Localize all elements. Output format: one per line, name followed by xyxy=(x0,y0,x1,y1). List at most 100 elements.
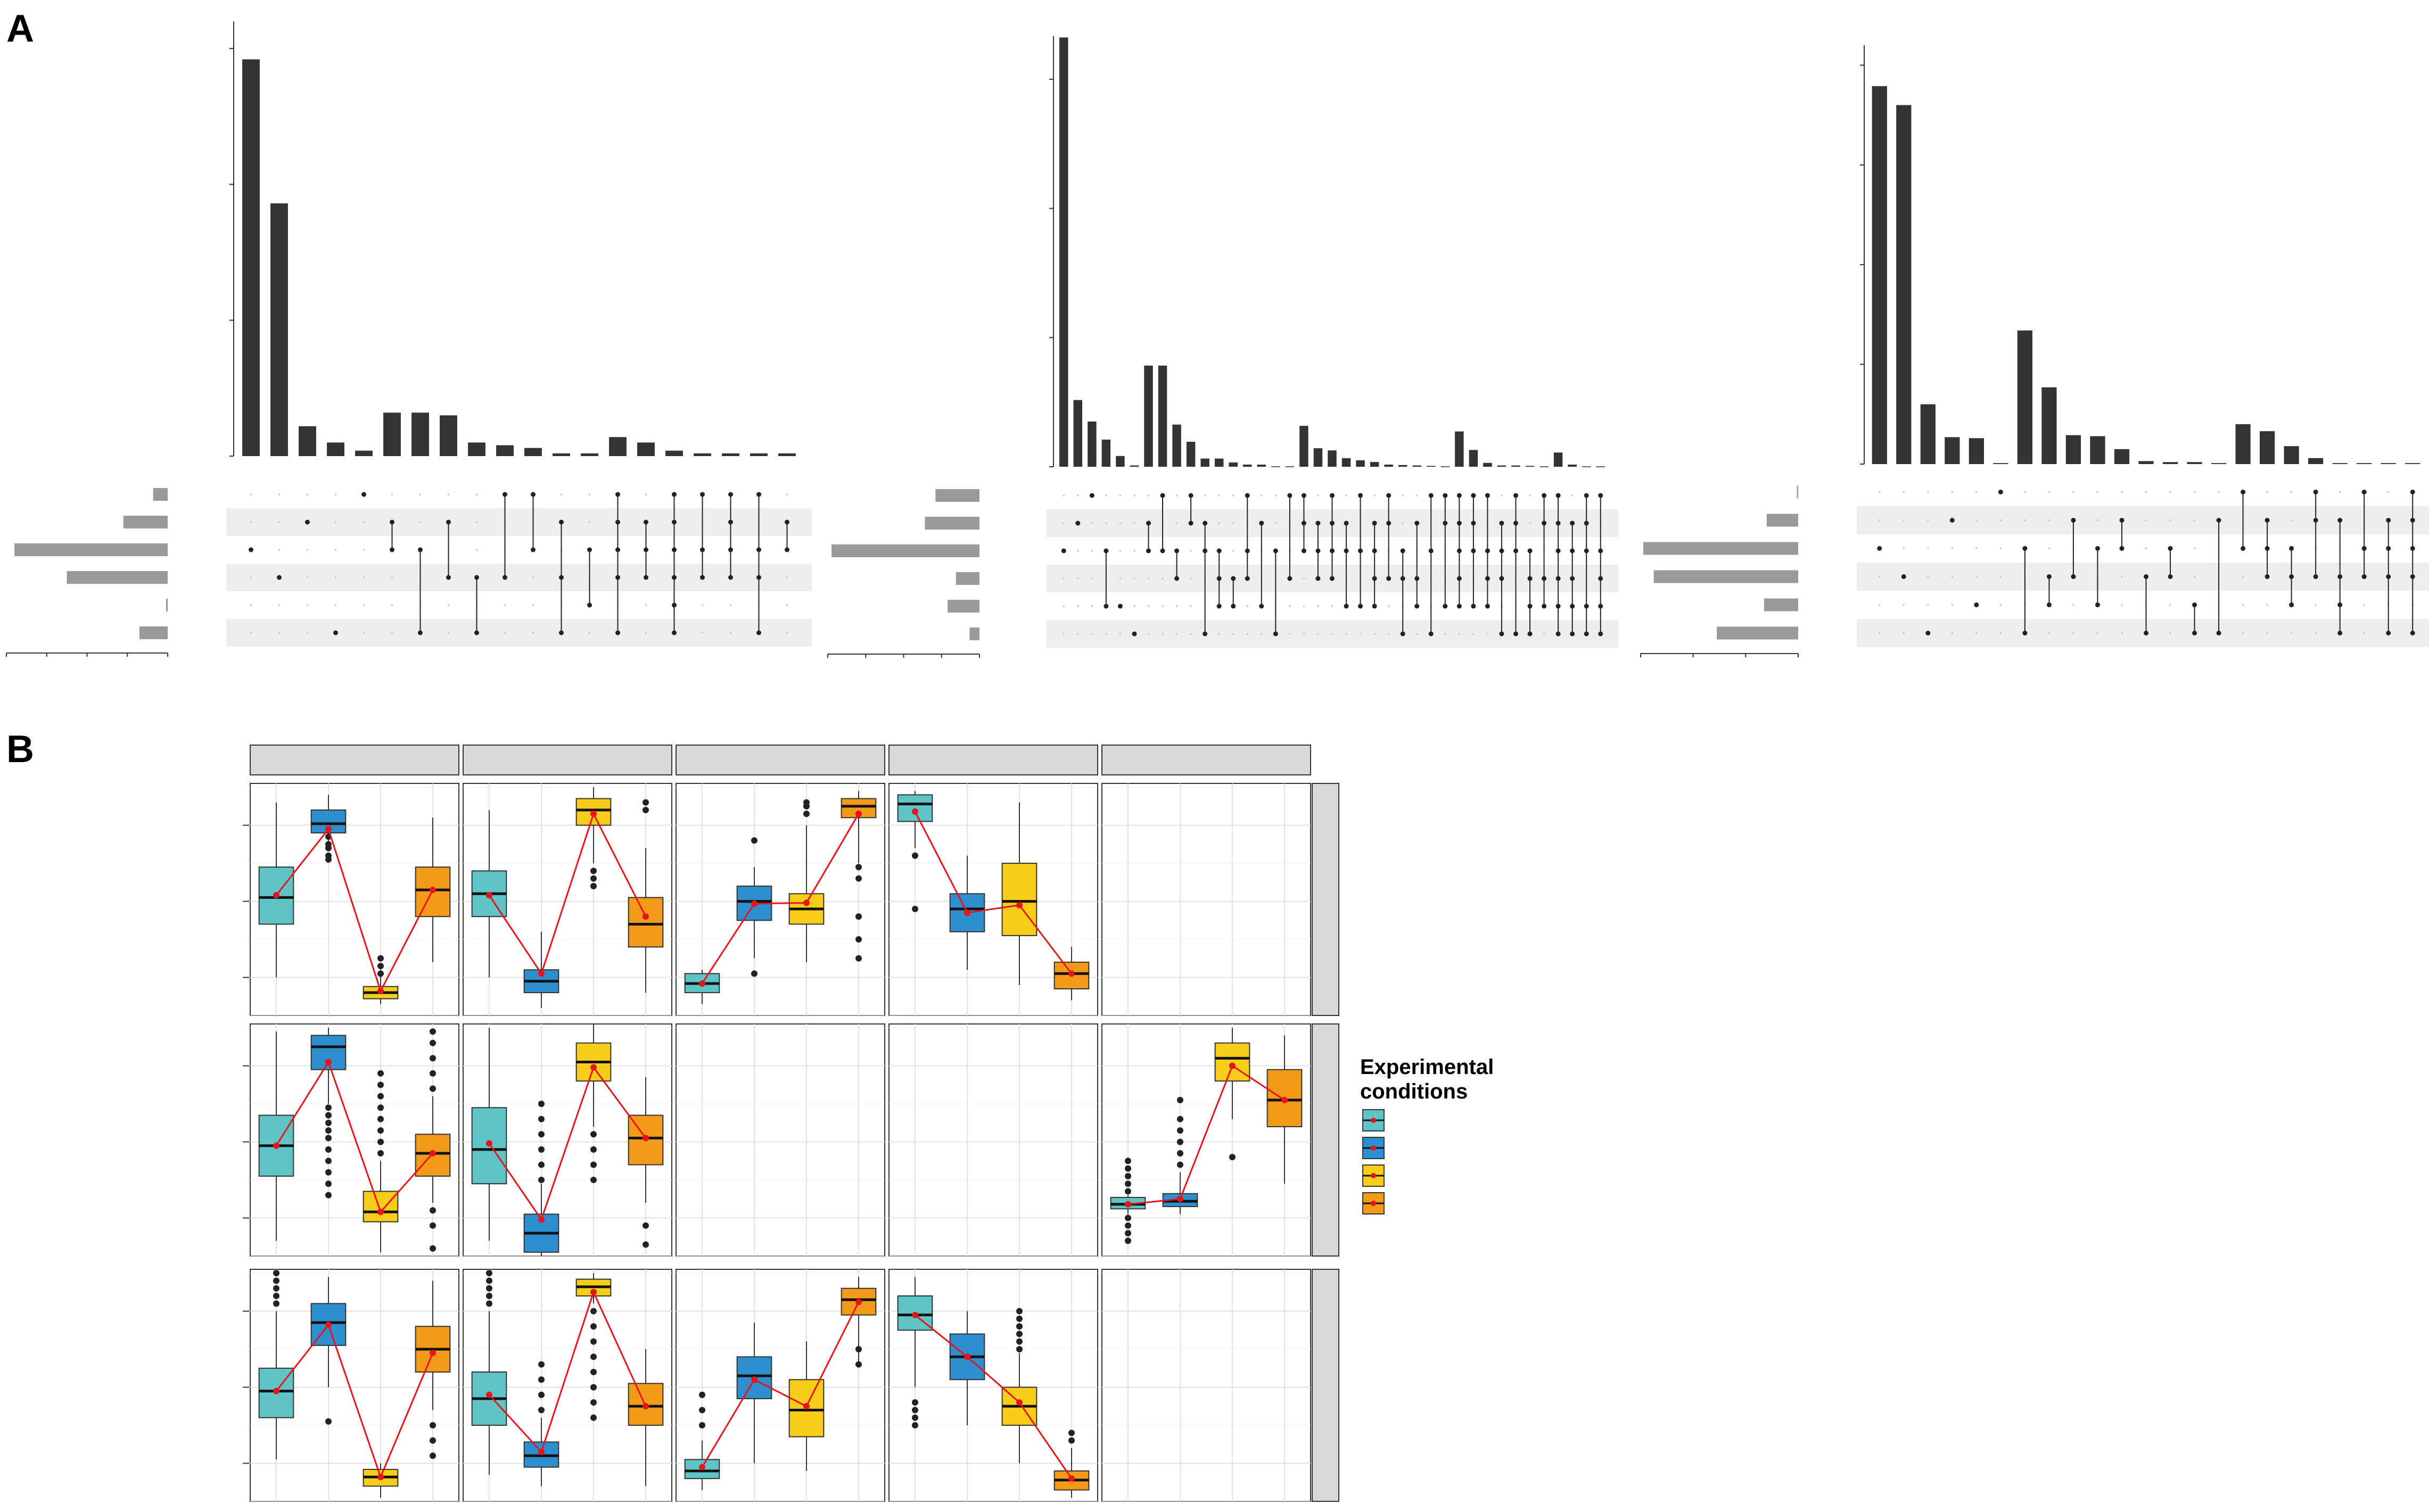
matrix-dot-inactive xyxy=(2048,632,2051,634)
matrix-dot-inactive xyxy=(532,576,534,579)
matrix-dot-inactive xyxy=(1077,577,1079,580)
box-outlier xyxy=(325,1146,332,1153)
matrix-dot-inactive xyxy=(1878,575,1881,578)
mean-point xyxy=(377,1209,384,1216)
matrix-dot-inactive xyxy=(1289,605,1291,607)
box-outlier xyxy=(538,1116,545,1122)
intersection-bar xyxy=(1271,466,1280,467)
matrix-dot-inactive xyxy=(2121,604,2123,606)
matrix-row-stripe xyxy=(226,619,812,647)
matrix-dot-inactive xyxy=(1147,494,1150,497)
intersection-bar xyxy=(524,448,542,456)
box-outlier xyxy=(325,1119,332,1126)
matrix-dot-inactive xyxy=(278,632,281,634)
matrix-dot-inactive xyxy=(1927,575,1929,578)
matrix-dot-active xyxy=(1061,548,1066,553)
matrix-dot-inactive xyxy=(1331,633,1333,635)
matrix-dot-inactive xyxy=(1091,605,1093,607)
matrix-dot-inactive xyxy=(1232,550,1234,552)
intersection-bar xyxy=(2065,435,2081,464)
matrix-row-stripe xyxy=(1857,563,2429,591)
matrix-dot-inactive xyxy=(1331,605,1333,607)
matrix-dot-inactive xyxy=(2096,519,2099,522)
matrix-dot-inactive xyxy=(2242,575,2244,578)
facet-panel xyxy=(676,1023,885,1257)
mean-trend-line xyxy=(488,1065,647,1221)
box-outlier xyxy=(377,1093,384,1100)
matrix-dot-inactive xyxy=(306,632,309,634)
box-outlier xyxy=(590,1368,597,1375)
matrix-dot-inactive xyxy=(2315,632,2317,634)
legend-title-line: conditions xyxy=(1360,1080,1468,1103)
matrix-dot-inactive xyxy=(1246,605,1249,607)
matrix-dot-inactive xyxy=(1147,605,1150,607)
matrix-dot-inactive xyxy=(1975,575,1978,578)
box-outlier xyxy=(1068,1437,1075,1444)
matrix-dot-inactive xyxy=(391,493,393,495)
matrix-dot-inactive xyxy=(504,604,506,606)
set-size-bar xyxy=(1653,570,1798,583)
matrix-dot-inactive xyxy=(391,576,393,579)
matrix-dot-active xyxy=(1089,493,1094,498)
intersection-bar xyxy=(1525,466,1535,467)
box-outlier xyxy=(1125,1188,1131,1195)
matrix-dot-inactive xyxy=(1063,522,1065,524)
mean-point xyxy=(273,1387,279,1394)
intersection-bar xyxy=(1341,458,1351,467)
box-outlier xyxy=(643,799,649,806)
matrix-dot-inactive xyxy=(1878,604,1881,606)
box-outlier xyxy=(273,1293,279,1300)
matrix-dot-inactive xyxy=(1975,519,1978,522)
matrix-dot-inactive xyxy=(419,493,422,495)
matrix-dot-inactive xyxy=(2290,632,2293,634)
mean-point xyxy=(486,892,492,899)
intersection-bar xyxy=(1285,466,1295,467)
box-outlier xyxy=(325,1104,332,1111)
mean-point xyxy=(643,1135,649,1142)
facet-column-strip xyxy=(888,745,1098,775)
matrix-dot-inactive xyxy=(1147,577,1150,580)
facet-panel xyxy=(1101,1269,1311,1502)
intersection-bar xyxy=(2308,458,2324,464)
intersection-bar xyxy=(1896,105,1912,464)
matrix-dot-inactive xyxy=(504,632,506,634)
facet-row-strip xyxy=(1312,1269,1339,1502)
matrix-dot-inactive xyxy=(1077,550,1079,552)
box-outlier xyxy=(1177,1116,1183,1122)
box-outlier xyxy=(912,852,918,859)
matrix-dot-inactive xyxy=(2193,491,2196,493)
intersection-bar xyxy=(694,453,711,456)
box-outlier xyxy=(590,1399,597,1406)
matrix-dot-inactive xyxy=(1951,604,1954,606)
box-y-n8 xyxy=(1266,1069,1303,1127)
matrix-dot-inactive xyxy=(391,604,393,606)
matrix-dot-inactive xyxy=(1162,577,1164,580)
matrix-dot-inactive xyxy=(588,632,591,634)
box-outlier xyxy=(538,1407,545,1414)
matrix-dot-inactive xyxy=(1162,605,1164,607)
mean-point xyxy=(273,1142,279,1149)
matrix-dot-inactive xyxy=(588,521,591,523)
matrix-dot-inactive xyxy=(1175,605,1178,607)
box-outlier xyxy=(1125,1165,1131,1172)
box-outlier xyxy=(590,1131,597,1138)
matrix-dot-inactive xyxy=(1903,632,1905,634)
mean-point xyxy=(590,1288,597,1295)
box-outlier xyxy=(855,1361,862,1368)
mean-point xyxy=(486,1140,492,1147)
intersection-bar xyxy=(637,442,655,456)
matrix-dot-inactive xyxy=(2121,575,2123,578)
box-outlier xyxy=(590,1323,597,1330)
intersection-bar xyxy=(1483,462,1492,467)
matrix-dot-inactive xyxy=(1190,605,1192,607)
box-outlier xyxy=(486,1293,492,1300)
matrix-dot-inactive xyxy=(1317,605,1319,607)
matrix-dot-inactive xyxy=(2145,547,2147,550)
box-outlier xyxy=(1125,1180,1131,1187)
box-outlier xyxy=(1068,1430,1075,1436)
matrix-dot-inactive xyxy=(1091,550,1093,552)
matrix-dot-inactive xyxy=(1999,519,2002,522)
panel-label-b: B xyxy=(6,728,34,771)
matrix-dot-inactive xyxy=(1261,633,1263,635)
box-outlier xyxy=(912,1399,918,1406)
